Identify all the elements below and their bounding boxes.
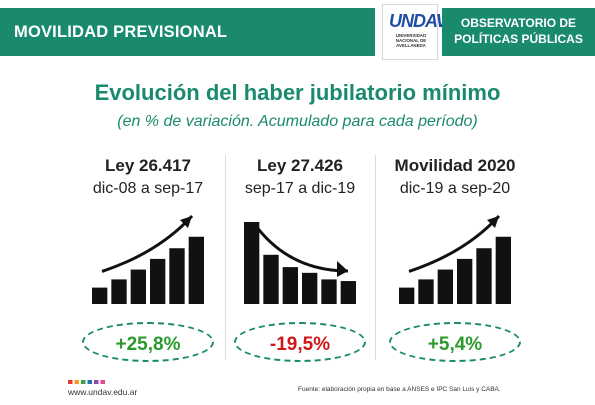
trend-bar [169, 248, 185, 304]
undav-logo: UNDAV UNIVERSIDAD NACIONAL DE AVELLANEDA [382, 4, 448, 60]
result-badge: +5,4% [389, 322, 521, 362]
observatory-banner: OBSERVATORIO DE POLÍTICAS PÚBLICAS [442, 8, 595, 56]
logo-subtitle: UNIVERSIDAD NACIONAL DE AVELLANEDA [395, 33, 427, 49]
trend-bar [437, 269, 453, 304]
panel-divider [375, 155, 376, 360]
panel-law-title: Ley 27.426 [256, 156, 343, 175]
section-title: MOVILIDAD PREVISIONAL [14, 23, 228, 41]
trend-bar [150, 258, 166, 304]
panel-law-title: Movilidad 2020 [394, 156, 516, 175]
panel-law-title: Ley 26.417 [104, 156, 191, 175]
trend-bar [302, 272, 318, 304]
observatory-line-2: POLÍTICAS PÚBLICAS [454, 32, 583, 46]
result-badge: +25,8% [82, 322, 214, 362]
brand-square [68, 380, 73, 384]
brand-square [94, 380, 99, 384]
result-badge: -19,5% [234, 322, 366, 362]
rising-bar-chart-icon [399, 214, 511, 304]
brand-square [87, 380, 92, 384]
trend-bar [130, 269, 146, 304]
observatory-label: OBSERVATORIO DE POLÍTICAS PÚBLICAS [442, 15, 595, 47]
arrow-head [487, 216, 499, 228]
trend-bar [92, 287, 108, 304]
rising-bar-chart-icon [92, 214, 204, 304]
result-value: +25,8% [115, 334, 181, 355]
falling-bar-chart-icon [244, 222, 356, 304]
brand-square [74, 380, 79, 384]
panel-movilidad-2020: Movilidad 2020 dic-19 a sep-20 +5,4% [375, 150, 535, 365]
trend-bar [457, 258, 473, 304]
panel-divider [225, 155, 226, 360]
trend-bar [188, 236, 204, 304]
trend-bar [495, 236, 511, 304]
trend-bar [263, 254, 279, 304]
panel-period: sep-17 a dic-19 [244, 180, 356, 197]
panel-ley-26417: Ley 26.417 dic-08 a sep-17 +25,8% [68, 150, 228, 365]
trend-bar [321, 279, 337, 304]
header-bar: MOVILIDAD PREVISIONAL UNDAV UNIVERSIDAD … [0, 0, 595, 60]
trend-bar [244, 222, 260, 304]
trend-bar [418, 279, 434, 304]
page-subtitle: (en % de variación. Acumulado para cada … [117, 113, 478, 130]
brand-square [81, 380, 86, 384]
trend-bar [282, 267, 298, 304]
arrow-head [180, 216, 192, 228]
trend-bar [399, 287, 415, 304]
result-value: -19,5% [269, 334, 331, 355]
trend-bar [111, 279, 127, 304]
arrow-head [337, 261, 348, 278]
trend-bar [476, 248, 492, 304]
panel-period: dic-08 a sep-17 [92, 180, 204, 197]
panel-period: dic-19 a sep-20 [399, 180, 511, 197]
panel-ley-27426: Ley 27.426 sep-17 a dic-19 -19,5% [220, 150, 380, 365]
logo-mark: UNDAV [389, 11, 448, 31]
website-link[interactable]: www.undav.edu.ar [68, 387, 138, 397]
brand-color-squares [68, 380, 105, 384]
observatory-line-1: OBSERVATORIO DE [460, 16, 577, 30]
brand-square [100, 380, 105, 384]
result-value: +5,4% [427, 334, 483, 355]
source-note: Fuente: elaboración propia en base a ANS… [298, 386, 501, 393]
trend-arrow [254, 225, 349, 273]
trend-bar [340, 281, 356, 304]
page-title: Evolución del haber jubilatorio mínimo [94, 80, 501, 105]
section-banner: MOVILIDAD PREVISIONAL [0, 8, 375, 56]
